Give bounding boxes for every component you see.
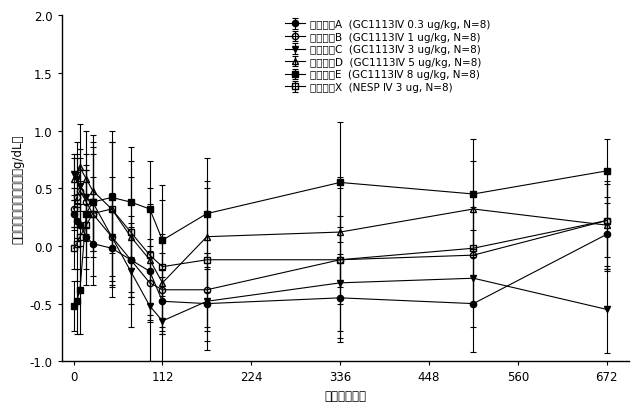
Legend: グループA  (GC1113Ⅳ 0.3 ug/kg, N=8), グループB  (GC1113Ⅳ 1 ug/kg, N=8), グループC  (GC1113Ⅳ : グループA (GC1113Ⅳ 0.3 ug/kg, N=8), グループB (G… <box>282 18 492 95</box>
Y-axis label: ヘモグロビン平均変化（g/dL）: ヘモグロビン平均変化（g/dL） <box>11 134 24 243</box>
X-axis label: 時間（ｈｒ）: 時間（ｈｒ） <box>324 389 366 402</box>
